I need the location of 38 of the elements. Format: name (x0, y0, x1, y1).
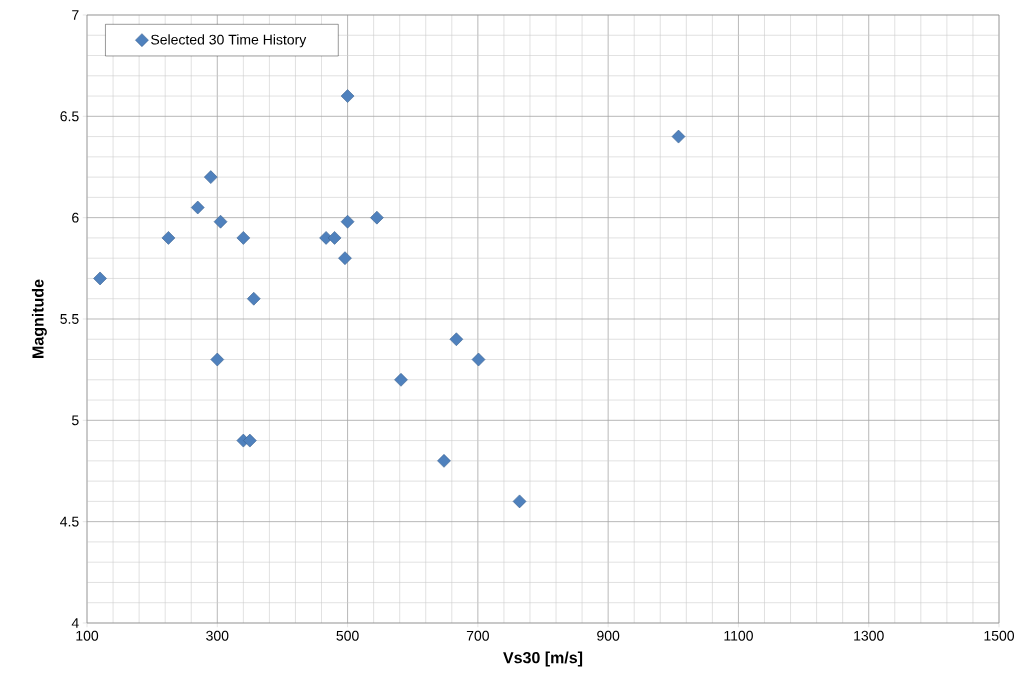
y-tick-label: 5 (71, 415, 79, 426)
point (236, 231, 251, 245)
x-tick-label: 300 (206, 630, 229, 641)
point (449, 332, 464, 347)
x-axis-title: Vs30 [m/s] (503, 651, 583, 667)
point (671, 129, 686, 144)
point (512, 494, 527, 509)
point (338, 251, 352, 265)
x-tick-label: 500 (336, 630, 359, 641)
point (340, 214, 355, 229)
x-tick-label: 1300 (854, 630, 884, 641)
x-tick-label: 900 (597, 630, 620, 641)
y-axis-title: Magnitude (31, 279, 47, 358)
point (93, 271, 107, 286)
x-tick-label: 700 (466, 630, 489, 641)
y-tick-label: 5.5 (60, 314, 79, 324)
point (394, 372, 408, 387)
point (370, 210, 384, 225)
point (161, 231, 176, 245)
point (437, 454, 451, 468)
point (340, 89, 355, 103)
point (243, 433, 257, 448)
legend-label: Selected 30 Time History (151, 34, 307, 48)
x-tick-label: 1500 (984, 630, 1015, 641)
point (204, 170, 218, 184)
x-tick-label: 1100 (724, 630, 753, 641)
x-tick-label: 100 (76, 630, 99, 641)
point (213, 214, 228, 229)
y-tick-label: 6 (72, 212, 79, 223)
y-tick-label: 4.5 (60, 516, 79, 527)
point (471, 352, 486, 367)
y-tick-label: 7 (72, 10, 79, 20)
point (190, 200, 205, 215)
y-tick-label: 6.5 (60, 111, 79, 122)
point (210, 352, 225, 367)
y-tick-label: 4 (71, 618, 79, 628)
point (246, 291, 261, 306)
point (327, 231, 342, 245)
